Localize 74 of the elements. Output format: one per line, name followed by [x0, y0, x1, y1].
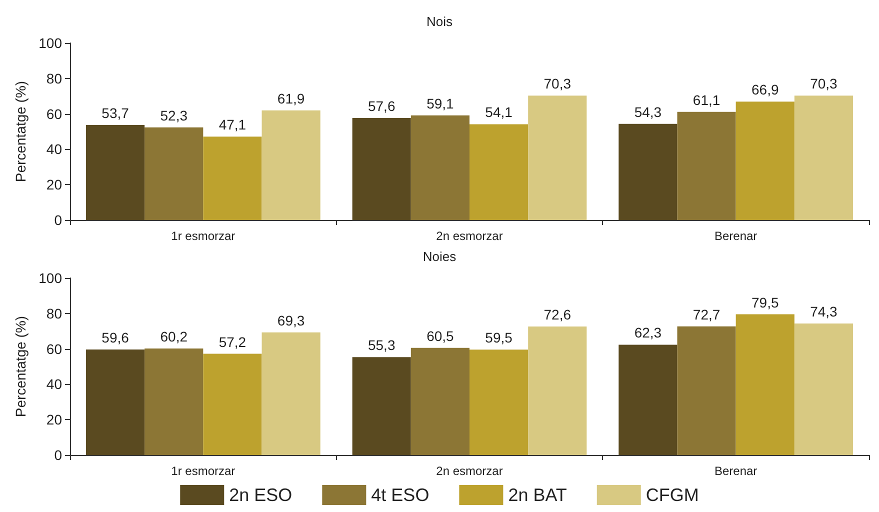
data-label: 61,1 [692, 92, 720, 108]
y-tick-label: 100 [38, 35, 62, 51]
data-label: 61,9 [277, 90, 305, 106]
chart-title: Noies [422, 249, 457, 264]
bar [410, 348, 470, 455]
x-tick-label: 1r esmorzar [171, 229, 236, 243]
data-label: 60,2 [160, 328, 188, 344]
data-label: 79,5 [752, 294, 779, 310]
bar [794, 96, 854, 220]
y-tick-label: 40 [46, 141, 62, 158]
y-tick-label: 60 [46, 340, 62, 357]
bar [262, 332, 320, 455]
data-label: 74,3 [810, 303, 838, 320]
data-label: 72,7 [692, 306, 720, 322]
data-label: 57,6 [368, 98, 396, 114]
data-label: 54,1 [485, 104, 513, 120]
bar [677, 326, 736, 455]
data-label: 70,3 [544, 76, 572, 92]
data-label: 62,3 [634, 324, 662, 341]
bar [618, 124, 678, 220]
x-tick-label: Berenar [714, 464, 758, 478]
y-tick-label: 80 [46, 70, 62, 86]
y-axis-title: Percentatge (%) [12, 80, 29, 182]
data-label: 54,3 [634, 104, 662, 120]
legend-label: 2n ESO [229, 485, 292, 505]
bar [410, 115, 470, 220]
x-tick-label: 2n esmorzar [436, 464, 503, 478]
chart-title: Nois [426, 14, 453, 29]
bar [528, 326, 587, 455]
bar [677, 112, 736, 220]
bar [736, 314, 794, 455]
data-label: 55,3 [368, 337, 396, 354]
data-label: 70,3 [810, 76, 838, 92]
bar [203, 136, 262, 220]
bar [794, 323, 854, 455]
data-label: 59,6 [102, 330, 130, 346]
data-label: 72,6 [544, 306, 572, 322]
x-tick-label: 2n esmorzar [436, 229, 503, 243]
y-axis-title: Percentatge (%) [12, 316, 29, 418]
x-tick-label: Berenar [714, 229, 758, 243]
y-tick-label: 80 [46, 305, 62, 322]
bar [203, 354, 262, 455]
data-label: 57,2 [218, 334, 246, 350]
legend-label: 2n BAT [508, 485, 567, 505]
y-tick-label: 0 [54, 447, 62, 463]
data-label: 66,9 [752, 82, 779, 98]
y-tick-label: 100 [38, 270, 62, 286]
bar [470, 350, 528, 455]
data-label: 59,1 [426, 95, 454, 112]
y-tick-label: 0 [54, 212, 62, 228]
data-label: 60,5 [426, 328, 454, 344]
legend-label: 4t ESO [371, 485, 430, 505]
bar [86, 124, 145, 220]
data-label: 59,5 [485, 330, 513, 346]
data-label: 53,7 [102, 104, 130, 121]
legend-label: CFGM [646, 485, 699, 505]
bar [144, 348, 204, 455]
data-label: 52,3 [160, 107, 188, 124]
x-tick-label: 1r esmorzar [171, 464, 236, 478]
bar [736, 102, 794, 220]
bar [528, 96, 587, 220]
bar [352, 357, 411, 455]
data-label: 69,3 [277, 312, 305, 328]
bar [618, 344, 678, 455]
y-tick-label: 20 [46, 176, 62, 193]
bar [144, 127, 204, 220]
bar [86, 350, 145, 455]
bar [470, 124, 528, 220]
y-tick-label: 20 [46, 412, 62, 428]
data-label: 47,1 [218, 116, 246, 133]
bar [352, 118, 411, 220]
bar [262, 110, 320, 220]
y-tick-label: 40 [46, 376, 62, 392]
y-tick-label: 60 [46, 106, 62, 122]
